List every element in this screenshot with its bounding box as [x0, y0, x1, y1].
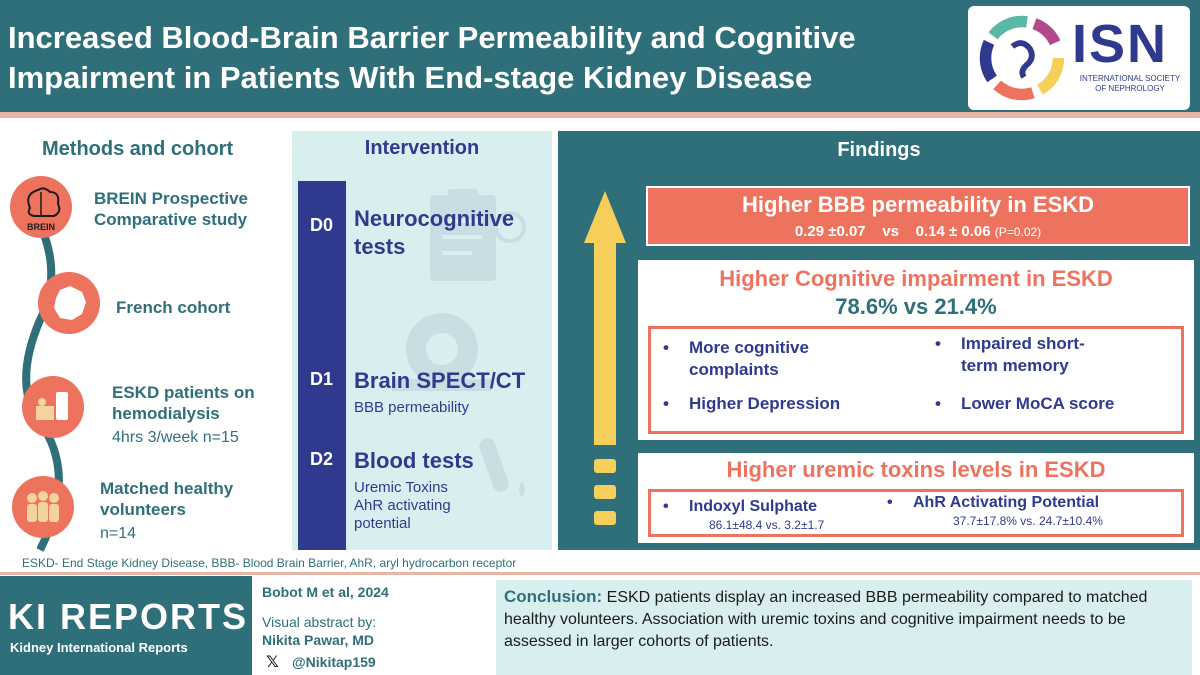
dialysis-icon — [22, 376, 84, 438]
cognitive-title: Higher Cognitive impairment in ESKD — [719, 266, 1113, 291]
toxin-ahr-value: 37.7±17.8% vs. 24.7±10.4% — [953, 514, 1103, 528]
intervention-title: Intervention — [364, 137, 480, 159]
method-healthy-volunteers: Matched healthy volunteers — [100, 479, 234, 519]
bullet-moca: Lower MoCA score — [935, 393, 1114, 415]
bullet-short-term-memory: Impaired short- term memory — [935, 333, 1085, 377]
abbreviations-footnote: ESKD- End Stage Kidney Disease, BBB- Blo… — [22, 556, 517, 570]
bbb-permeability-box: Higher BBB permeability in ESKD 0.29 ±0.… — [646, 186, 1190, 246]
day-d0-label: D0 — [310, 215, 334, 235]
bullet-depression: Higher Depression — [663, 393, 840, 415]
conclusion-box: Conclusion: ESKD patients display an inc… — [496, 580, 1192, 675]
svg-text:BREIN: BREIN — [27, 222, 55, 232]
toxins-title: Higher uremic toxins levels in ESKD — [726, 457, 1106, 482]
conclusion-text: ESKD patients display an increased BBB p… — [504, 589, 1148, 650]
method-volunteers-n: n=14 — [100, 525, 137, 542]
cognitive-bullets: More cognitive complaints Impaired short… — [648, 326, 1184, 434]
author-name: Nikita Pawar, MD — [262, 632, 375, 648]
findings-title: Findings — [837, 139, 921, 161]
bbb-title: Higher BBB permeability in ESKD — [741, 192, 1095, 217]
toxins-values: Indoxyl Sulphate 86.1±48.4 vs. 3.2±1.7 A… — [648, 489, 1184, 537]
ki-reports-title: KI REPORTS — [8, 596, 249, 637]
footer-divider — [0, 572, 1200, 575]
toxin-indoxyl-value: 86.1±48.4 vs. 3.2±1.7 — [709, 518, 825, 532]
header: Increased Blood-Brain Barrier Permeabili… — [0, 0, 1200, 118]
spect-scanner-icon — [392, 313, 492, 391]
uremic-toxins-box: Higher uremic toxins levels in ESKD Indo… — [638, 453, 1194, 543]
ki-reports-subtitle: Kidney International Reports — [10, 640, 188, 655]
ki-reports-logo: KI REPORTS Kidney International Reports — [0, 576, 252, 675]
day-d1-label: D1 — [310, 369, 334, 389]
conclusion-label: Conclusion: — [504, 587, 603, 606]
bullet-cognitive-complaints: More cognitive complaints — [663, 337, 809, 381]
author-handle: @Nikitap159 — [292, 654, 376, 670]
brain-spect-label: Brain SPECT/CT — [354, 368, 526, 393]
france-map-icon — [38, 272, 100, 334]
bbb-values: 0.29 ±0.07 vs 0.14 ± 0.06 (P=0.02) — [794, 223, 1042, 240]
day-timeline-bar — [298, 181, 346, 550]
bbb-p-value: (P=0.02) — [994, 225, 1042, 239]
isn-ring-icon — [979, 15, 1065, 101]
method-eskd-patients: ESKD patients on hemodialysis — [112, 383, 255, 423]
method-brein: BREIN Prospective Comparative study — [94, 189, 248, 229]
x-logo-icon: 𝕏 — [266, 654, 279, 671]
day-d2-label: D2 — [310, 449, 334, 469]
page-title: Increased Blood-Brain Barrier Permeabili… — [8, 20, 856, 95]
people-icon — [12, 476, 74, 538]
toxin-indoxyl-name: Indoxyl Sulphate — [663, 496, 817, 518]
blood-tests-detail: Uremic Toxins AhR activating potential — [354, 479, 451, 532]
bbb-permeability-label: BBB permeability — [354, 399, 470, 416]
blood-tests-label: Blood tests — [354, 448, 474, 473]
findings-panel: Findings Higher BBB permeability in ESKD… — [558, 131, 1200, 550]
method-eskd-detail: 4hrs 3/week n=15 — [112, 429, 239, 446]
clipboard-icon — [430, 189, 526, 281]
test-tube-icon — [479, 438, 525, 497]
isn-logo: ISN INTERNATIONAL SOCIETY OF NEPHROLOGY — [968, 6, 1190, 110]
up-arrow-icon — [584, 191, 626, 525]
visual-abstract-by: Visual abstract by: — [262, 614, 377, 630]
method-french-cohort: French cohort — [116, 298, 231, 317]
neurocognitive-tests-label: Neurocognitive tests — [354, 206, 515, 259]
isn-logo-subtitle: INTERNATIONAL SOCIETY OF NEPHROLOGY — [1079, 74, 1181, 93]
citation: Bobot M et al, 2024 — [262, 584, 389, 600]
cognitive-percent: 78.6% vs 21.4% — [835, 294, 997, 319]
brain-icon: BREIN — [10, 176, 72, 238]
cognitive-impairment-box: Higher Cognitive impairment in ESKD 78.6… — [638, 260, 1194, 440]
header-divider — [0, 112, 1200, 118]
isn-logo-text: ISN — [1072, 14, 1169, 74]
methods-title: Methods and cohort — [42, 138, 234, 160]
toxin-ahr-name: AhR Activating Potential — [887, 492, 1099, 514]
intervention-panel: Intervention D0 Neurocognitive tests D1 … — [292, 131, 552, 550]
